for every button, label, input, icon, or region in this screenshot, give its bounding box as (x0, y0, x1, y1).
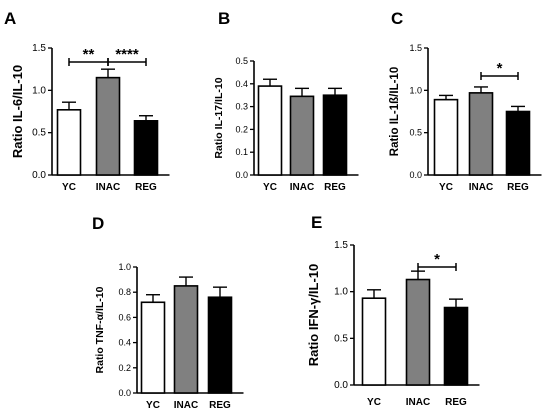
y-axis-label: Ratio TNF-α/IL-10 (94, 286, 106, 373)
category-label: REG (445, 397, 467, 408)
category-label: INAC (469, 182, 493, 193)
y-tick-label: 1.0 (334, 287, 348, 298)
panel-b: B 0.0 0.1 0.2 0.3 0.4 0.5 Ratio IL-17/IL-10 YC IN… (213, 9, 359, 193)
significance-label: * (497, 60, 503, 77)
y-tick-label: 1.0 (409, 85, 422, 95)
panel-letter: E (311, 213, 322, 232)
bar-yc (56, 109, 82, 176)
y-axis-label: Ratio IL-17/IL-10 (213, 77, 225, 158)
bar-reg (322, 94, 348, 176)
panel-d: D 0.0 0.2 0.4 0.6 0.8 1.0 Ratio TNF-α/IL-10 YC IN… (92, 214, 244, 411)
y-axis-label: Ratio IFN-γ/IL-10 (306, 264, 321, 367)
y-tick-label: 1.5 (334, 240, 348, 251)
y-axis-label: Ratio IL-6/IL-10 (10, 65, 25, 158)
bar-yc (140, 301, 166, 394)
bar-reg (505, 110, 531, 176)
y-tick-label: 0.2 (118, 363, 131, 373)
panel-letter: C (391, 9, 403, 28)
significance-label: * (434, 251, 440, 268)
significance-label: ** (83, 46, 95, 63)
category-label: INAC (174, 400, 198, 411)
panel-c: C 0.0 0.5 1.0 1.5 Ratio IL-1ß/IL-10 YC INAC REG * (389, 9, 542, 193)
category-label: REG (209, 400, 231, 411)
category-label: REG (135, 182, 157, 193)
y-tick-label: 1.0 (118, 262, 131, 272)
y-tick-label: 0.5 (409, 128, 422, 138)
y-axis-label: Ratio IL-1ß/IL-10 (389, 67, 401, 156)
y-tick-label: 0.5 (235, 56, 248, 66)
panel-letter: D (92, 214, 104, 233)
category-label: REG (507, 182, 529, 193)
y-tick-label: 0.0 (32, 170, 46, 181)
significance-label: **** (115, 46, 139, 63)
panel-a: A 0.0 0.5 1.0 1.5 Ratio IL-6/IL-10 YC INAC REG **… (4, 9, 170, 193)
category-label: REG (324, 182, 346, 193)
y-tick-label: 0.2 (235, 124, 248, 134)
y-tick-label: 0.1 (235, 147, 248, 157)
category-label: INAC (96, 182, 120, 193)
category-label: YC (62, 182, 76, 193)
y-tick-label: 0.0 (334, 380, 348, 391)
panel-letter: B (218, 9, 230, 28)
bar-inac (405, 278, 431, 386)
bar-inac (95, 76, 121, 176)
bar-reg (133, 120, 159, 176)
category-label: YC (367, 397, 381, 408)
bar-inac (468, 92, 494, 176)
y-tick-label: 0.8 (118, 287, 131, 297)
y-tick-label: 0.0 (118, 388, 131, 398)
category-label: INAC (290, 182, 314, 193)
bar-yc (433, 98, 459, 176)
y-tick-label: 1.5 (32, 43, 46, 54)
y-tick-label: 1.5 (409, 43, 422, 53)
panel-e: E 0.0 0.5 1.0 1.5 Ratio IFN-γ/IL-10 YC INAC REG * (306, 213, 480, 408)
bar-yc (361, 297, 387, 386)
bar-inac (289, 95, 315, 176)
y-tick-label: 0.6 (118, 312, 131, 322)
y-tick-label: 0.0 (409, 170, 422, 180)
y-tick-label: 1.0 (32, 85, 46, 96)
y-tick-label: 0.3 (235, 102, 248, 112)
bar-inac (173, 285, 199, 394)
y-tick-label: 0.4 (118, 338, 131, 348)
y-tick-label: 0.5 (334, 333, 348, 344)
category-label: YC (146, 400, 160, 411)
y-tick-label: 0.0 (235, 170, 248, 180)
category-label: INAC (406, 397, 430, 408)
y-tick-label: 0.4 (235, 79, 248, 89)
category-label: YC (263, 182, 277, 193)
panel-letter: A (4, 9, 16, 28)
y-tick-label: 0.5 (32, 128, 46, 139)
bar-reg (207, 296, 233, 394)
bar-reg (443, 306, 469, 386)
category-label: YC (439, 182, 453, 193)
bar-yc (257, 85, 283, 176)
